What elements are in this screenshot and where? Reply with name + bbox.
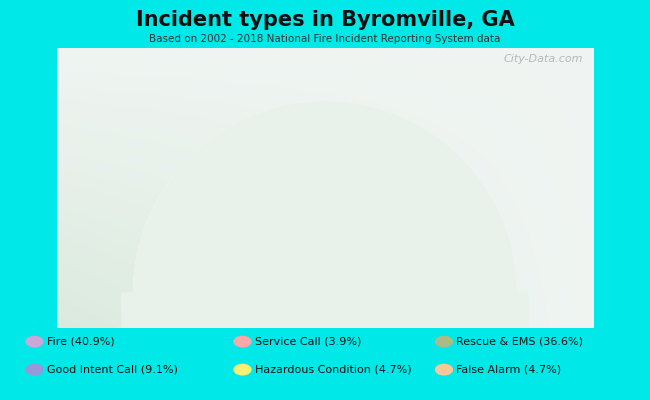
Polygon shape	[122, 102, 528, 328]
Text: Service Call (3.9%): Service Call (3.9%)	[255, 336, 361, 346]
Bar	[122, 195, 528, 328]
Text: Fire (40.9%): Fire (40.9%)	[47, 336, 114, 346]
Wedge shape	[134, 109, 298, 293]
Text: Incident types in Byromville, GA: Incident types in Byromville, GA	[136, 10, 514, 30]
Text: Hazardous Condition (4.7%): Hazardous Condition (4.7%)	[255, 364, 411, 374]
Polygon shape	[227, 195, 423, 293]
Text: False Alarm (4.7%): False Alarm (4.7%)	[456, 364, 562, 374]
Wedge shape	[271, 102, 471, 230]
Text: Based on 2002 - 2018 National Fire Incident Reporting System data: Based on 2002 - 2018 National Fire Incid…	[150, 34, 500, 44]
Wedge shape	[414, 212, 514, 278]
Text: Rescue & EMS (36.6%): Rescue & EMS (36.6%)	[456, 336, 583, 346]
Text: Good Intent Call (9.1%): Good Intent Call (9.1%)	[47, 364, 177, 374]
Text: City-Data.com: City-Data.com	[503, 54, 582, 64]
Wedge shape	[400, 169, 488, 241]
Wedge shape	[408, 192, 499, 252]
Wedge shape	[422, 265, 516, 293]
